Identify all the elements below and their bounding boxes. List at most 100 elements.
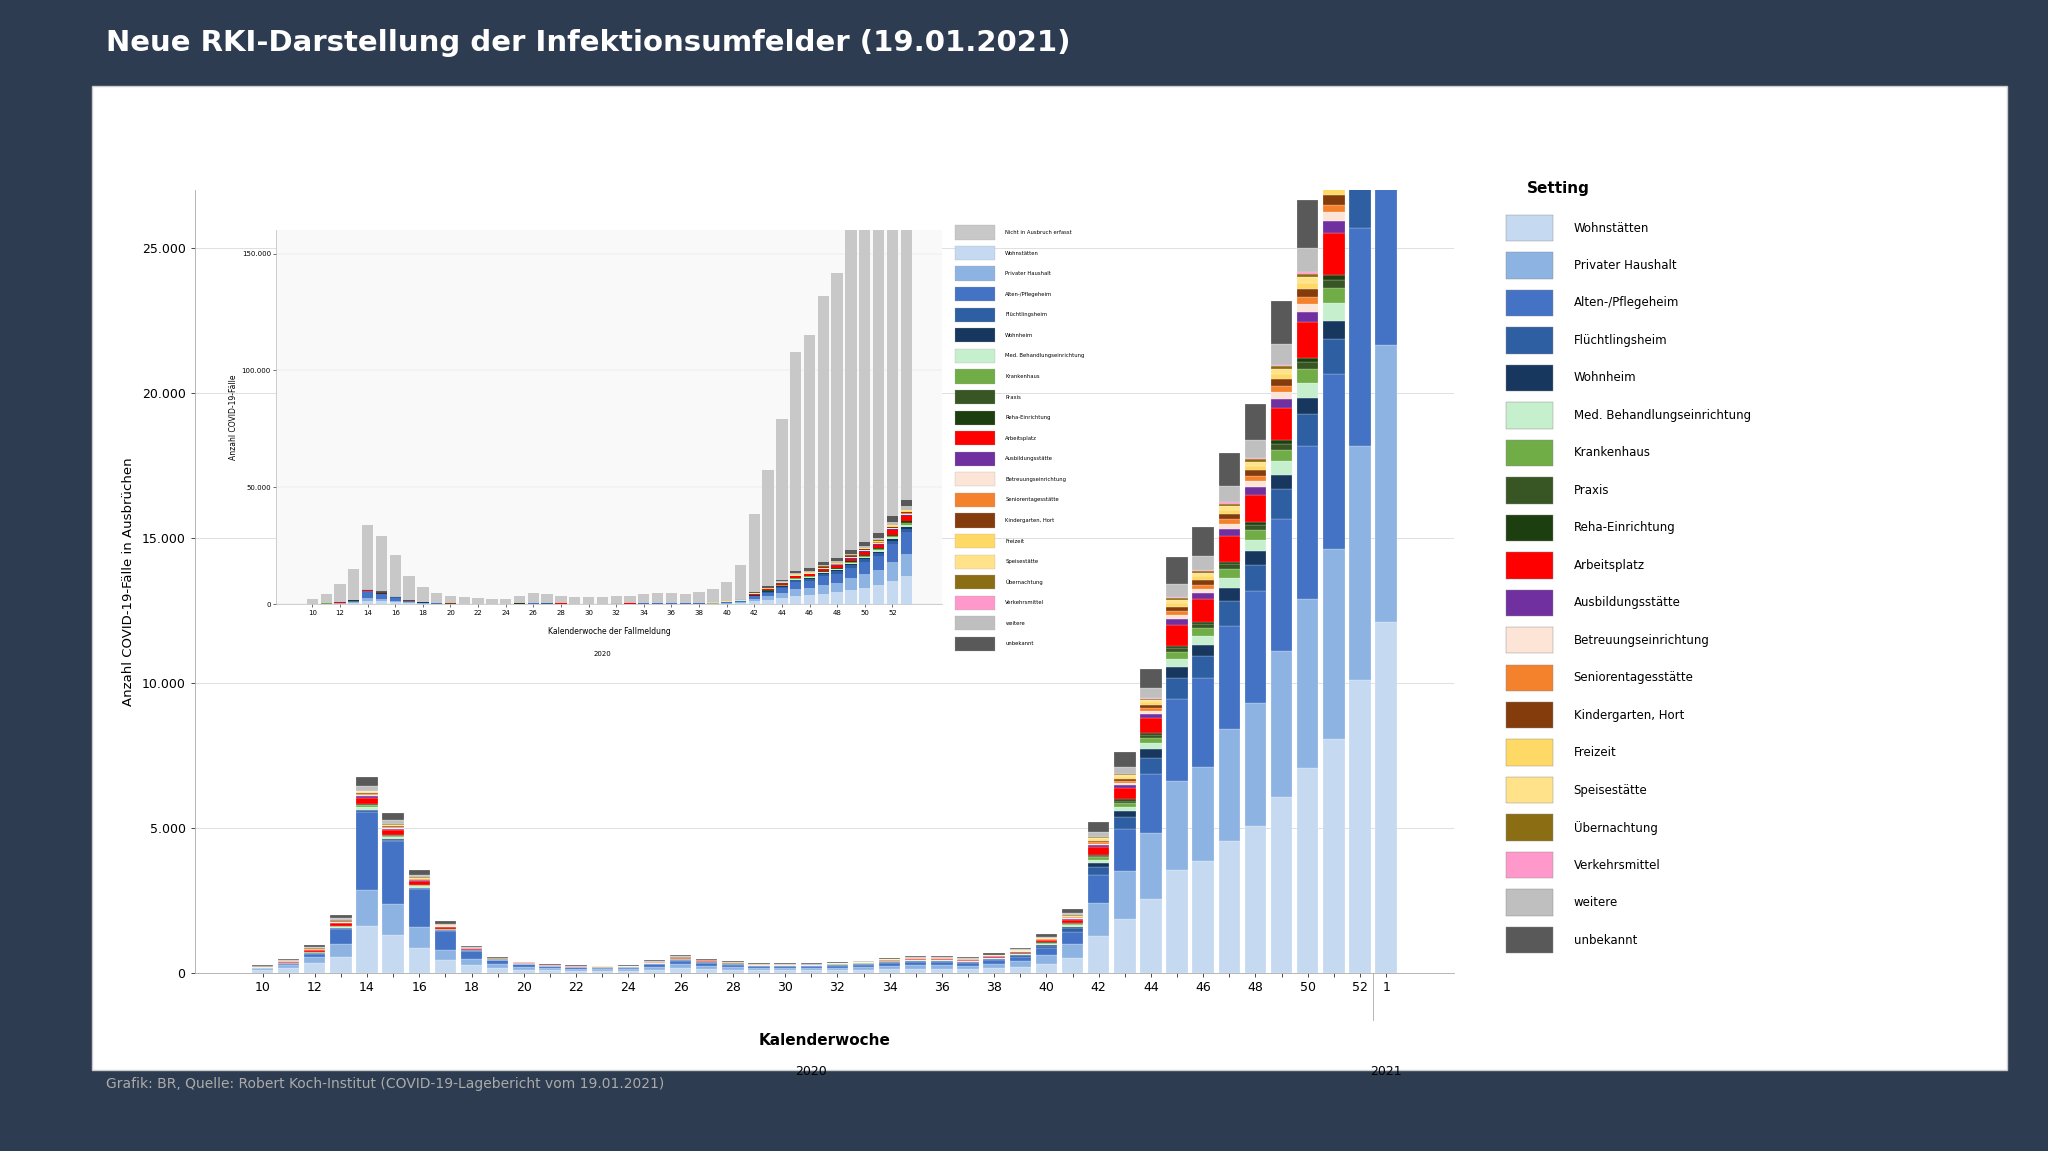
Bar (1192, 678, 1214, 767)
Bar (831, 593, 844, 604)
Bar (383, 821, 403, 824)
Bar (434, 921, 457, 924)
Bar (858, 542, 870, 546)
Bar (1192, 588, 1214, 594)
Bar (872, 550, 885, 551)
Bar (1141, 714, 1161, 718)
Bar (1219, 729, 1239, 840)
Bar (303, 945, 326, 947)
Bar (846, 565, 856, 567)
Bar (817, 585, 829, 594)
Bar (487, 968, 508, 973)
Text: Flüchtlingsheim: Flüchtlingsheim (1006, 312, 1047, 318)
Bar (434, 924, 457, 925)
Bar (430, 593, 442, 604)
Bar (1296, 447, 1319, 599)
Bar (905, 962, 926, 965)
Bar (1219, 601, 1239, 626)
Bar (1350, 228, 1370, 447)
Bar (1192, 577, 1214, 580)
Text: Kindergarten, Hort: Kindergarten, Hort (1006, 518, 1055, 523)
Text: Reha-Einrichtung: Reha-Einrichtung (1573, 521, 1675, 534)
Text: Wohnheim: Wohnheim (1006, 333, 1034, 337)
Bar (887, 544, 897, 562)
Bar (858, 558, 870, 559)
Bar (670, 968, 692, 973)
Bar (1505, 852, 1552, 878)
Bar (858, 562, 870, 574)
Bar (1323, 338, 1346, 374)
Bar (330, 923, 352, 925)
Bar (817, 563, 829, 565)
Bar (1219, 536, 1239, 562)
Bar (1036, 940, 1057, 943)
Bar (1245, 458, 1266, 459)
Bar (1036, 947, 1057, 955)
Bar (651, 593, 664, 604)
Bar (1245, 540, 1266, 551)
Bar (565, 967, 588, 969)
Bar (410, 886, 430, 887)
Bar (805, 579, 815, 580)
Bar (983, 963, 1006, 968)
Bar (1114, 800, 1135, 801)
Bar (887, 538, 897, 539)
Bar (887, 536, 897, 538)
Bar (670, 961, 692, 965)
Bar (356, 777, 377, 786)
Text: Krankenhaus: Krankenhaus (1573, 447, 1651, 459)
Bar (1141, 702, 1161, 704)
Bar (901, 514, 911, 517)
Bar (1296, 289, 1319, 297)
Bar (618, 969, 639, 970)
Text: Freizeit: Freizeit (1573, 746, 1616, 760)
Bar (774, 970, 797, 973)
Bar (831, 566, 844, 567)
Bar (805, 335, 815, 604)
Bar (473, 599, 483, 604)
Bar (348, 603, 360, 604)
Bar (721, 582, 733, 604)
Bar (1167, 651, 1188, 660)
Bar (1167, 625, 1188, 646)
Bar (1323, 205, 1346, 212)
Text: Betreuungseinrichtung: Betreuungseinrichtung (1573, 634, 1710, 647)
Bar (1350, 22, 1370, 31)
Bar (1296, 414, 1319, 447)
Bar (762, 593, 774, 596)
Bar (1167, 557, 1188, 584)
Bar (1141, 699, 1161, 700)
Text: Arbeitsplatz: Arbeitsplatz (1573, 558, 1645, 572)
Text: Ausbildungsstätte: Ausbildungsstätte (1573, 596, 1681, 609)
Bar (817, 569, 829, 571)
Bar (1219, 626, 1239, 729)
Bar (1141, 757, 1161, 773)
Bar (1192, 656, 1214, 678)
Bar (1272, 399, 1292, 407)
Bar (1087, 832, 1110, 837)
Bar (805, 569, 815, 571)
Bar (555, 596, 567, 604)
Bar (1141, 738, 1161, 744)
Bar (279, 963, 299, 965)
Bar (901, 525, 911, 527)
Bar (872, 551, 885, 554)
Bar (252, 969, 272, 973)
Bar (434, 931, 457, 950)
Text: Setting: Setting (1526, 181, 1589, 196)
Bar (791, 589, 801, 596)
Bar (1296, 382, 1319, 398)
Bar (461, 951, 481, 959)
Bar (1036, 937, 1057, 938)
Bar (1505, 215, 1552, 242)
Bar (389, 601, 401, 602)
Bar (1167, 660, 1188, 668)
Bar (383, 813, 403, 821)
Bar (1010, 952, 1030, 953)
Bar (434, 927, 457, 929)
Bar (1114, 801, 1135, 802)
Bar (303, 958, 326, 963)
Bar (1350, 166, 1370, 186)
Bar (846, 558, 856, 562)
Bar (410, 875, 430, 877)
